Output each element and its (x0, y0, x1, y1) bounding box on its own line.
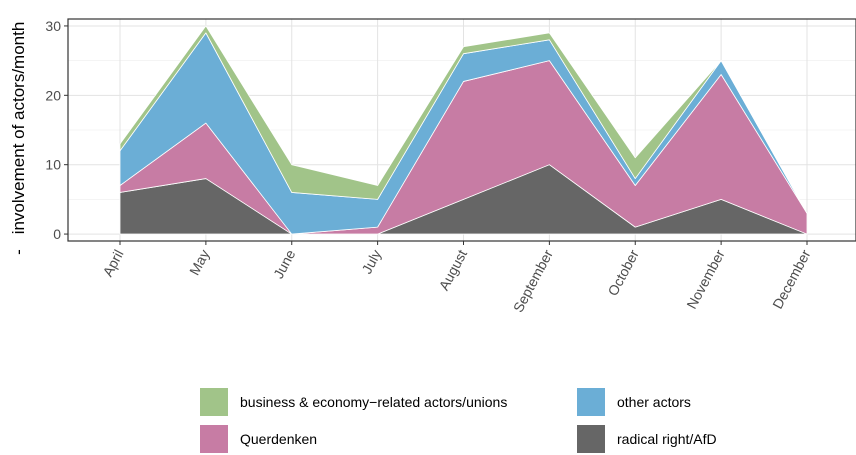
y-tick-label: 0 (53, 226, 61, 242)
plot-border (67, 18, 856, 242)
x-tick-label: August (436, 247, 471, 293)
x-tick-label: September (510, 247, 556, 315)
legend-label-querdenken: Querdenken (240, 431, 317, 447)
y-tick-label: 10 (45, 157, 61, 173)
x-tick-label: May (186, 247, 213, 278)
y-tick-label: 30 (45, 18, 61, 34)
legend-label-other-actors: other actors (617, 394, 691, 410)
legend-swatch-radical-right-afd (577, 425, 605, 453)
x-tick-label: December (769, 247, 814, 312)
area-business-economy-related-actors-unions (119, 25, 808, 214)
area-layer (119, 25, 808, 235)
legend-label-radical-right-afd: radical right/AfD (617, 431, 717, 447)
x-tick-label: April (99, 247, 126, 279)
x-tick-label: June (270, 247, 298, 282)
legend-label-business-economy-related-actors-unions: business & economy−related actors/unions (240, 394, 507, 410)
x-tick-label: July (358, 247, 384, 277)
x-tick-label: October (604, 247, 642, 299)
legend-swatch-business-economy-related-actors-unions (200, 388, 228, 416)
y-axis: 0 10 20 30 (45, 18, 68, 242)
x-axis: April May June July August September October No… (99, 241, 814, 315)
legend: business & economy−related actors/unions… (200, 388, 717, 453)
y-axis-title: involvement of actors/month (9, 22, 28, 235)
x-tick-label: November (683, 247, 728, 312)
y-tick-label: 20 (45, 87, 61, 103)
legend-swatch-other-actors (577, 388, 605, 416)
legend-swatch-querdenken (200, 425, 228, 453)
y-axis-title-prefix: - (9, 249, 28, 255)
